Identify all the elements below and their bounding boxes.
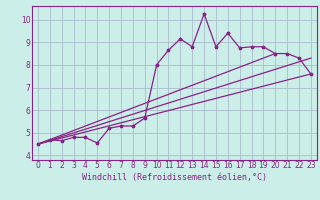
X-axis label: Windchill (Refroidissement éolien,°C): Windchill (Refroidissement éolien,°C) <box>82 173 267 182</box>
